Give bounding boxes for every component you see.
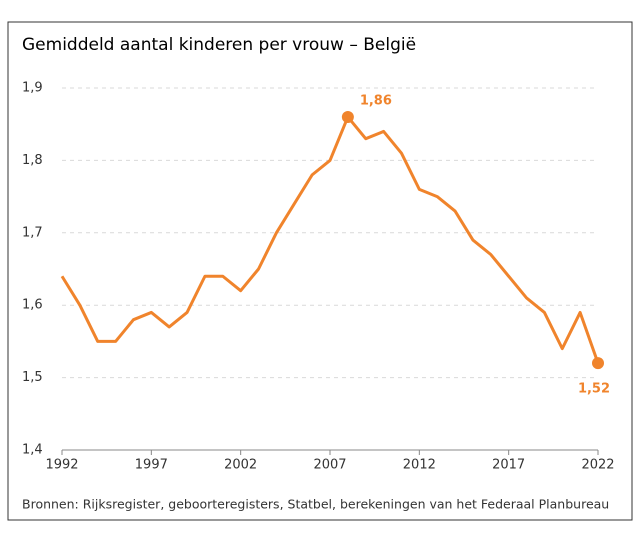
annotation: 1,86 — [360, 93, 392, 108]
y-tick-label: 1,4 — [22, 443, 43, 458]
source-note: Bronnen: Rijksregister, geboorteregister… — [22, 497, 609, 512]
y-tick-label: 1,7 — [22, 225, 43, 240]
x-tick-label: 2002 — [224, 458, 257, 473]
x-tick-label: 2012 — [403, 458, 436, 473]
x-tick-label: 2007 — [313, 458, 346, 473]
y-tick-label: 1,9 — [22, 81, 43, 96]
y-tick-label: 1,8 — [22, 153, 43, 168]
y-tick-label: 1,6 — [22, 298, 43, 313]
data-line — [60, 115, 600, 364]
x-tick-label: 1992 — [45, 458, 78, 473]
card-border — [7, 21, 633, 521]
chart-title: Gemiddeld aantal kinderen per vrouw – Be… — [22, 35, 416, 55]
x-tick-label: 2022 — [581, 458, 614, 473]
y-tick-label: 1,5 — [22, 370, 43, 385]
annotation: 1,52 — [578, 382, 610, 397]
highlight-dot — [341, 110, 354, 123]
x-tick-label: 1997 — [135, 458, 168, 473]
x-tick-label: 2017 — [492, 458, 525, 473]
highlight-dot — [592, 357, 604, 370]
